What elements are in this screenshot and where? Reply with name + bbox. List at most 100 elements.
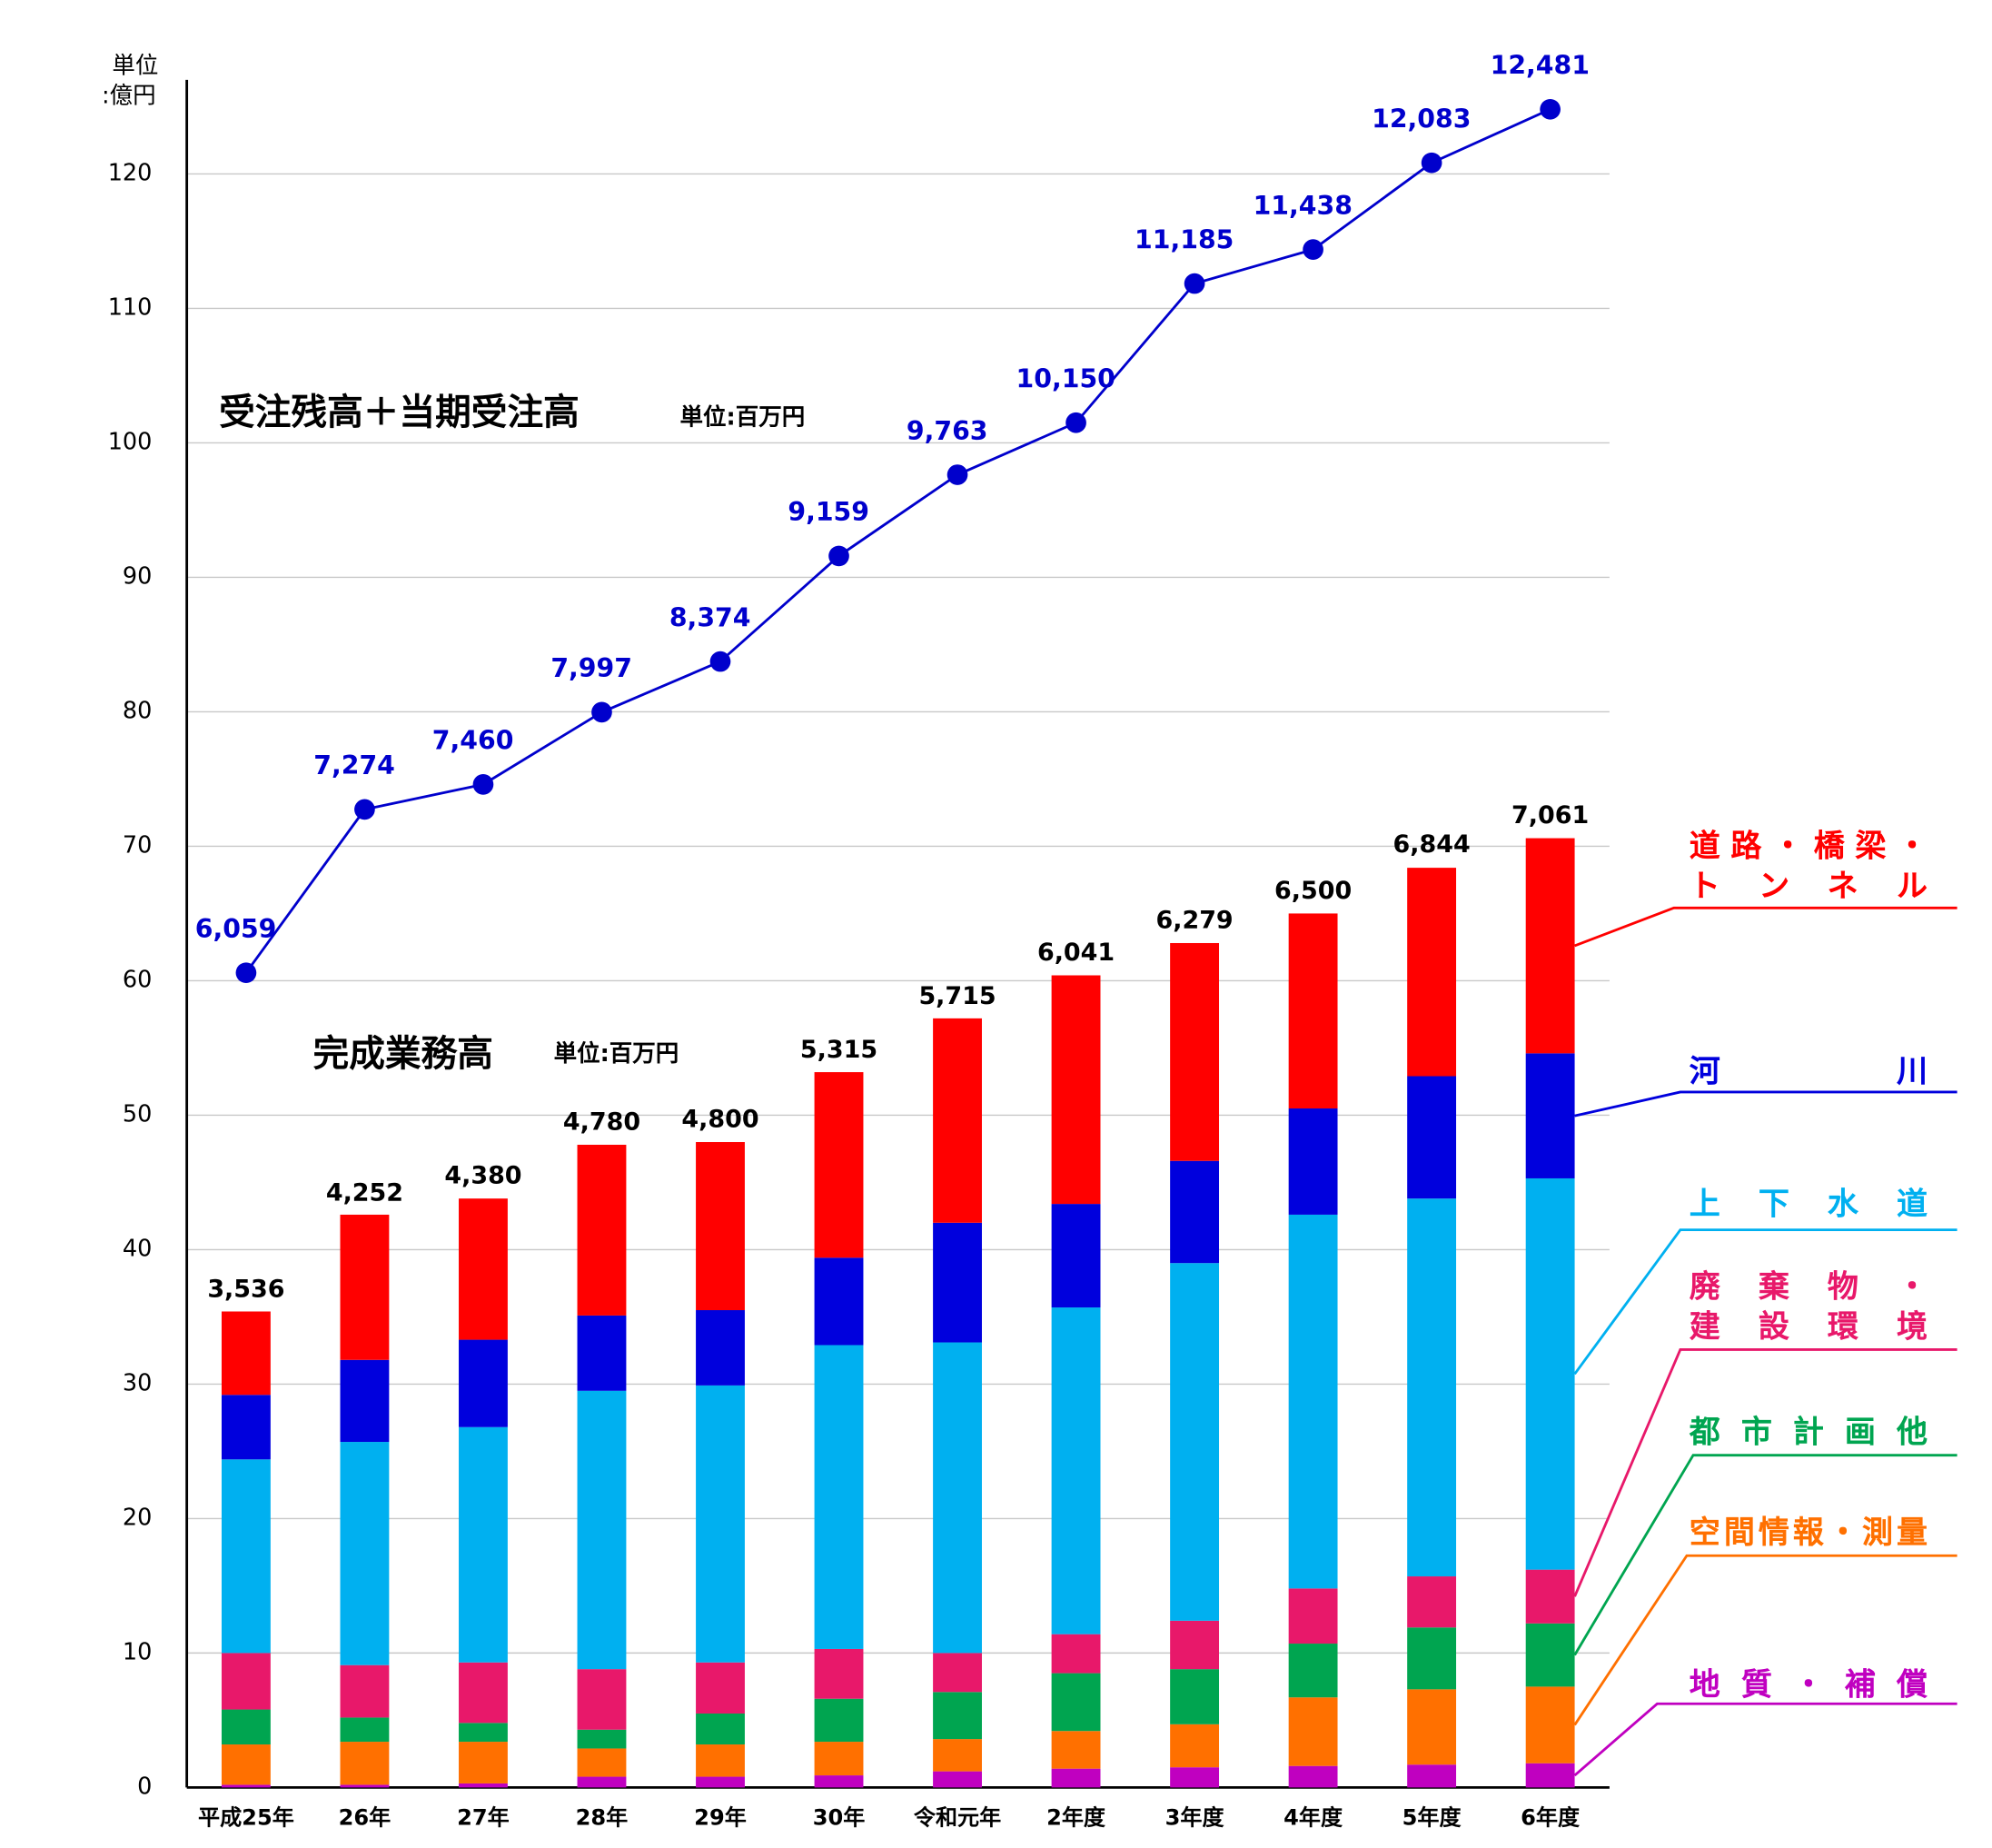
legend-item: 空間情報・測量: [1689, 1514, 1928, 1550]
bar-segment: [340, 1664, 390, 1718]
bar-segment: [459, 1339, 508, 1427]
point-label: 6,059: [195, 914, 277, 944]
legend-leader: [1574, 906, 1957, 948]
bar-segment: [1288, 913, 1338, 1109]
bar-segment: [1525, 1177, 1575, 1570]
bar-segment: [933, 1739, 982, 1772]
line-point: [1065, 412, 1086, 433]
bar-segment: [1051, 1768, 1101, 1788]
line-subtitle: 単位:百万円: [680, 404, 806, 432]
bar-segment: [814, 1648, 864, 1699]
bar-segment: [577, 1748, 627, 1777]
bar-segment: [696, 1662, 745, 1714]
x-tick-label: 令和元年: [914, 1804, 1001, 1830]
bar-segment: [1407, 1689, 1457, 1765]
bar-segment: [340, 1742, 390, 1785]
bar-segment: [340, 1784, 390, 1788]
line-point: [1303, 239, 1323, 260]
x-tick-label: 6年度: [1521, 1804, 1581, 1830]
legend-item: 都市計画他: [1689, 1413, 1928, 1450]
line-point: [1540, 98, 1561, 120]
bar-segment: [459, 1426, 508, 1663]
bar-segment: [1525, 838, 1575, 1054]
bar-segment: [933, 1653, 982, 1693]
bar-segment: [933, 1342, 982, 1654]
legend-label: 道路・橋梁・ トンネル: [1689, 828, 1928, 905]
bar-segment: [696, 1385, 745, 1663]
legend-leader: [1573, 1554, 1957, 1726]
bar-segment: [459, 1198, 508, 1340]
bar-segment: [933, 1018, 982, 1223]
bar-segment: [577, 1390, 627, 1670]
bar-segment: [1525, 1569, 1575, 1624]
legend-leader: [1573, 1454, 1957, 1656]
bar-segment: [1051, 975, 1101, 1205]
bar-segment: [1051, 1307, 1101, 1634]
bar-segment: [933, 1771, 982, 1788]
legend-item: 河川: [1689, 1052, 1928, 1089]
y-unit: :億円: [102, 82, 156, 109]
bar-segment: [1407, 1627, 1457, 1690]
bar-segment: [1288, 1644, 1338, 1698]
x-tick-label: 3年度: [1165, 1804, 1225, 1830]
line-point: [828, 545, 849, 567]
line-point: [354, 799, 375, 820]
legend-leader: [1573, 1702, 1957, 1777]
total-label: 4,252: [326, 1179, 403, 1207]
bar-segment: [1525, 1623, 1575, 1687]
point-label: 12,083: [1372, 104, 1471, 134]
bar-segment: [577, 1144, 627, 1316]
bar-segment: [577, 1729, 627, 1749]
bar-segment: [1170, 942, 1220, 1161]
bar-segment: [1407, 1764, 1457, 1788]
x-tick-label: 28年: [576, 1804, 629, 1830]
bar-segment: [221, 1311, 271, 1396]
y-tick-label: 90: [123, 562, 152, 590]
bar-segment: [1170, 1669, 1220, 1724]
bar-segment: [814, 1257, 864, 1346]
legend-leader: [1574, 1090, 1957, 1118]
bar-segment: [221, 1653, 271, 1710]
bar-segment: [221, 1784, 271, 1788]
point-label: 7,997: [550, 653, 632, 683]
bar-segment: [221, 1395, 271, 1460]
bar-segment: [814, 1345, 864, 1649]
bar-segment: [221, 1709, 271, 1745]
y-tick-label: 70: [123, 831, 152, 859]
total-label: 7,061: [1511, 801, 1589, 830]
bar-segment: [459, 1742, 508, 1783]
line-point: [472, 774, 494, 795]
bar-segment: [1288, 1765, 1338, 1788]
bar-segment: [1170, 1620, 1220, 1670]
legend-label: 河川: [1689, 1052, 1928, 1089]
bar-segment: [1051, 1731, 1101, 1769]
x-tick-label: 5年度: [1402, 1804, 1462, 1830]
bar-segment: [696, 1713, 745, 1745]
legend-label: 空間情報・測量: [1689, 1514, 1928, 1550]
bar-segment: [577, 1315, 627, 1391]
bar-segment: [1288, 1214, 1338, 1589]
x-tick-label: 27年: [457, 1804, 510, 1830]
line-point: [709, 651, 731, 672]
total-label: 6,279: [1156, 907, 1234, 935]
x-tick-label: 29年: [694, 1804, 747, 1830]
bar-segment: [1170, 1767, 1220, 1788]
bar-segment: [814, 1742, 864, 1776]
total-label: 5,715: [918, 982, 996, 1010]
point-label: 10,150: [1016, 363, 1115, 393]
total-label: 3,536: [207, 1275, 284, 1303]
x-tick-label: 30年: [813, 1804, 866, 1830]
legend-item: 廃棄物・ 建設環境: [1690, 1268, 1928, 1345]
bar-segment: [1525, 1763, 1575, 1788]
point-label: 11,438: [1254, 191, 1353, 221]
bar-segment: [1525, 1053, 1575, 1178]
bar-segment: [340, 1359, 390, 1443]
y-tick-label: 110: [108, 293, 153, 321]
point-label: 8,374: [669, 602, 751, 632]
bar-segment: [1288, 1108, 1338, 1215]
total-label: 4,780: [563, 1108, 640, 1136]
bar-segment: [696, 1776, 745, 1788]
bar-segment: [1051, 1204, 1101, 1308]
legend-label: 都市計画他: [1689, 1413, 1928, 1450]
